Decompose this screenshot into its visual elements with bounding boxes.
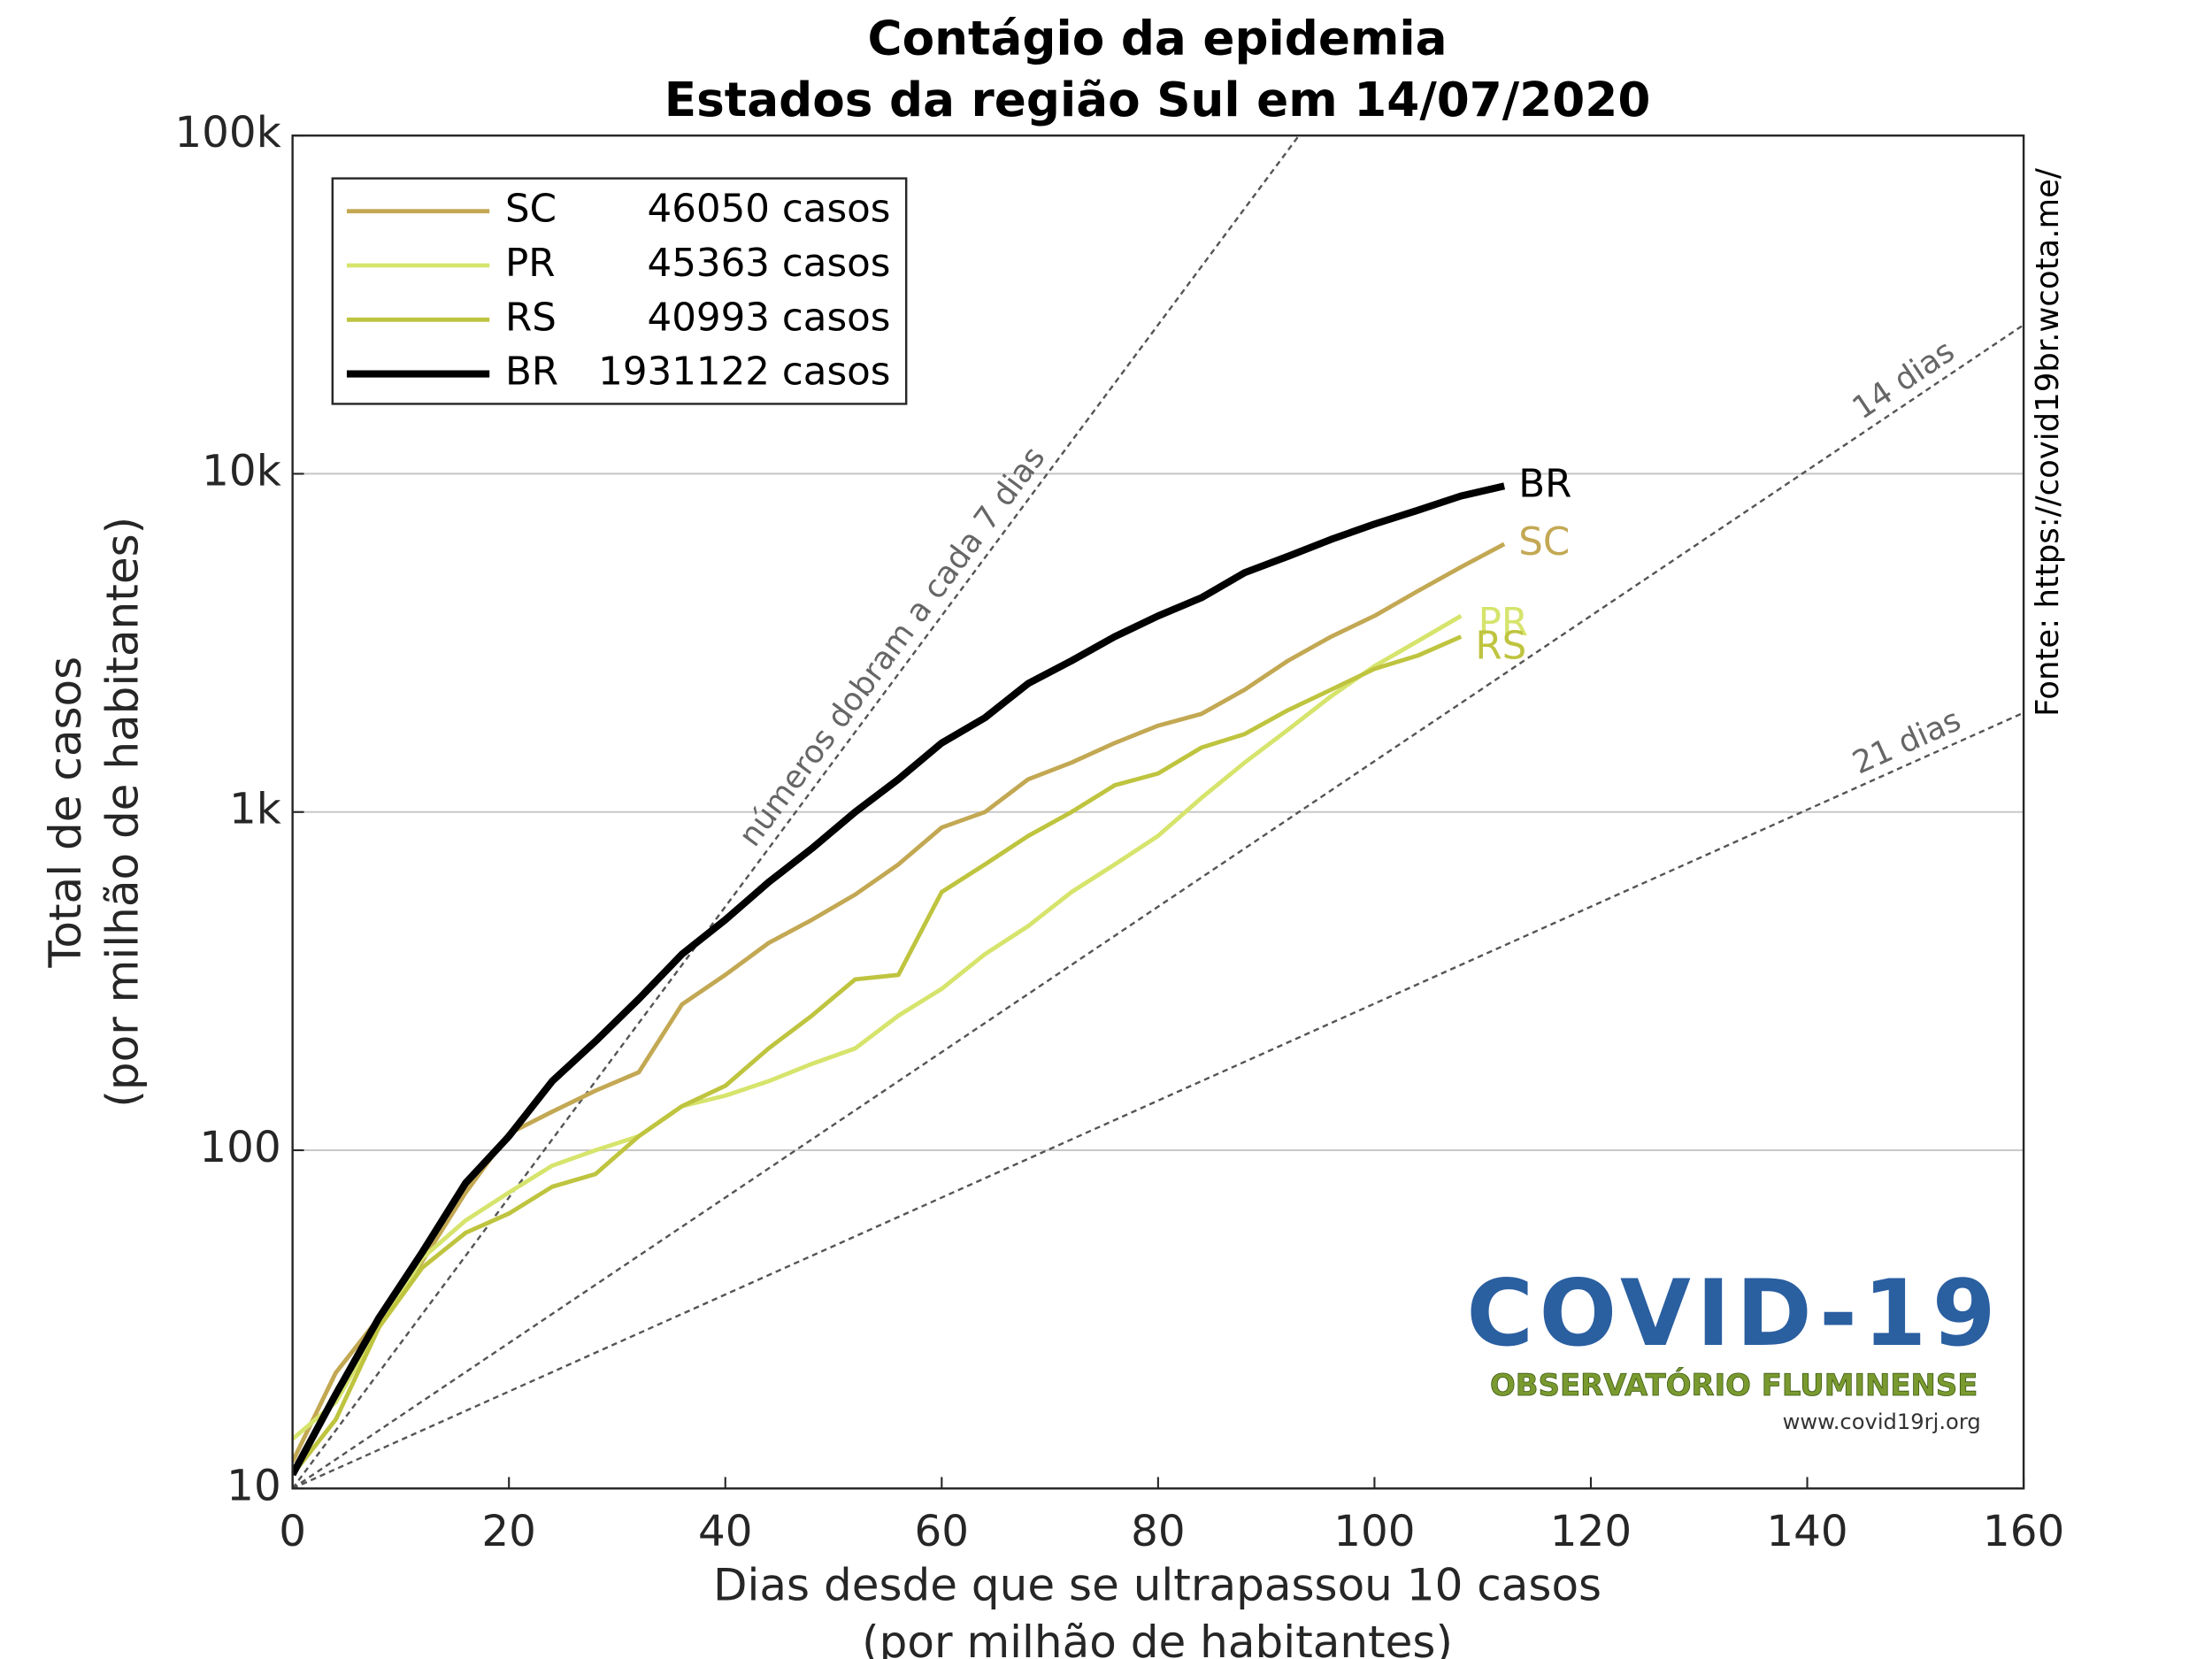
x-tick-label: 160 — [1983, 1507, 2064, 1556]
reference-line — [292, 711, 2024, 1489]
logo-title: COVID-19 — [1466, 1261, 2001, 1367]
x-axis-label: (por milhão de habitantes) — [862, 1617, 1453, 1659]
series-lines — [292, 482, 1506, 1477]
reference-line — [292, 135, 1301, 1489]
legend-label: 46050 casos — [648, 188, 891, 232]
series-line — [292, 482, 1506, 1477]
y-tick-label: 100 — [199, 1123, 280, 1172]
legend-label: BR — [505, 350, 558, 395]
legend-box — [331, 177, 908, 405]
end-label: PR — [1479, 601, 1529, 645]
legend-label: 1931122 casos — [598, 350, 890, 395]
y-axis-label: (por milhão de habitantes) — [96, 517, 148, 1108]
y-tick-label: 1k — [229, 785, 281, 834]
logo-url: www.covid19rj.org — [1783, 1409, 1981, 1434]
legend-label: 40993 casos — [648, 296, 891, 340]
end-label: SC — [1518, 520, 1570, 565]
legend-label: RS — [505, 296, 557, 340]
x-tick-label: 140 — [1766, 1507, 1847, 1556]
y-tick-label: 10k — [202, 446, 281, 495]
x-axis-label: Dias desde que se ultrapassou 10 casos — [713, 1560, 1601, 1611]
y-tick-label: 100k — [174, 108, 280, 157]
x-tick-label: 120 — [1550, 1507, 1632, 1556]
chart-subtitle: Estados da região Sul em 14/07/2020 — [664, 73, 1651, 127]
logo-subtitle: OBSERVATÓRIO FLUMINENSE — [1490, 1367, 1978, 1402]
legend-label: SC — [505, 188, 557, 232]
plot-frame — [291, 134, 2025, 1490]
source: Fonte: https://covid19br.wcota.me/ — [2030, 168, 2066, 717]
x-tick-label: 100 — [1333, 1507, 1415, 1556]
legend-label: 45363 casos — [648, 242, 891, 286]
x-tick-label: 60 — [915, 1507, 970, 1556]
logo: COVID-19 OBSERVATÓRIO FLUMINENSE www.cov… — [1466, 1261, 2001, 1434]
y-tick-label: 10 — [227, 1461, 281, 1510]
x-tick-label: 20 — [481, 1507, 536, 1556]
end-label: BR — [1518, 462, 1571, 506]
end-label: RS — [1475, 624, 1526, 668]
chart-title: Contágio da epidemia — [868, 11, 1448, 65]
x-tick-label: 0 — [279, 1507, 306, 1556]
series-line — [292, 634, 1463, 1476]
reference-lines — [292, 135, 2024, 1489]
reference-line — [292, 324, 2024, 1489]
x-tick-label: 80 — [1131, 1507, 1186, 1556]
legend: SC 46050 casos PR 45363 casos RS 40993 casos B… — [331, 177, 908, 405]
y-axis-label: Total de casos — [40, 657, 91, 969]
legend-label: PR — [505, 242, 556, 286]
series-line — [292, 614, 1463, 1441]
x-tick-label: 40 — [698, 1507, 753, 1556]
